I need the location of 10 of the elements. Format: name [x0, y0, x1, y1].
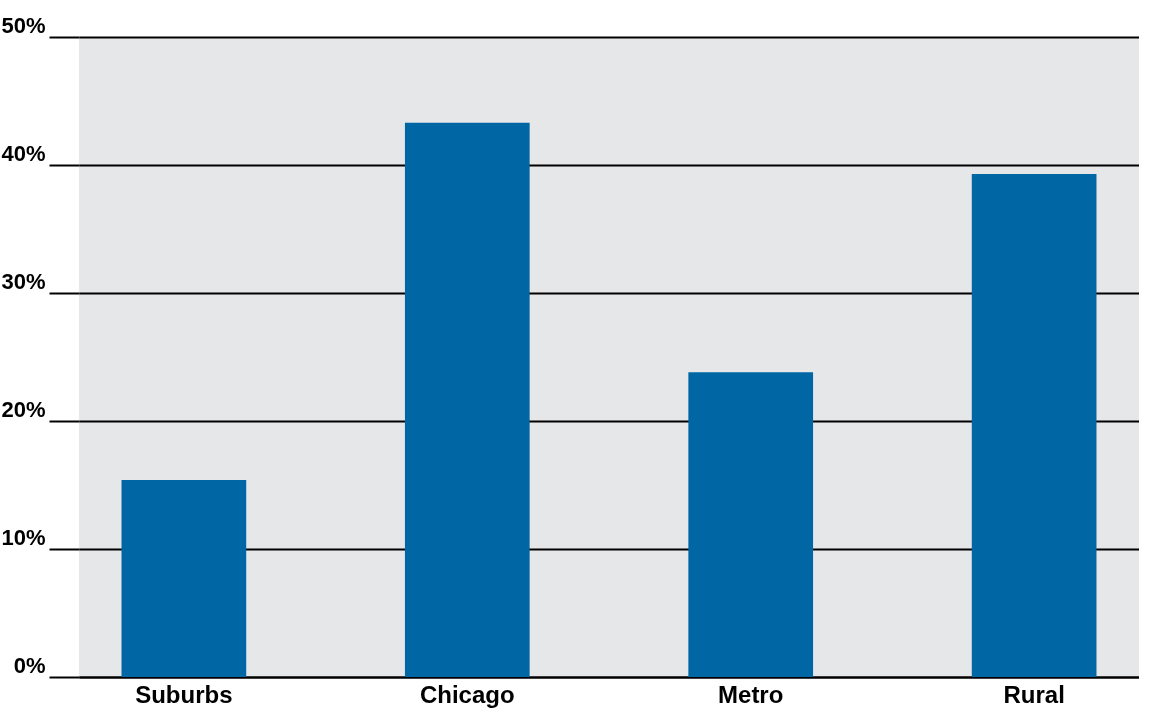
y-tick-label: 0%: [13, 652, 46, 678]
y-tick-label: 30%: [1, 268, 46, 294]
x-tick-label: Metro: [718, 680, 784, 708]
y-tick-label: 50%: [1, 12, 46, 38]
y-tick-label: 40%: [1, 140, 46, 166]
x-tick-label: Suburbs: [135, 680, 233, 708]
x-tick-label: Rural: [1003, 680, 1065, 708]
y-tick-label: 10%: [1, 524, 46, 550]
y-tick-label: 20%: [1, 396, 46, 422]
x-tick-label: Chicago: [419, 680, 515, 708]
